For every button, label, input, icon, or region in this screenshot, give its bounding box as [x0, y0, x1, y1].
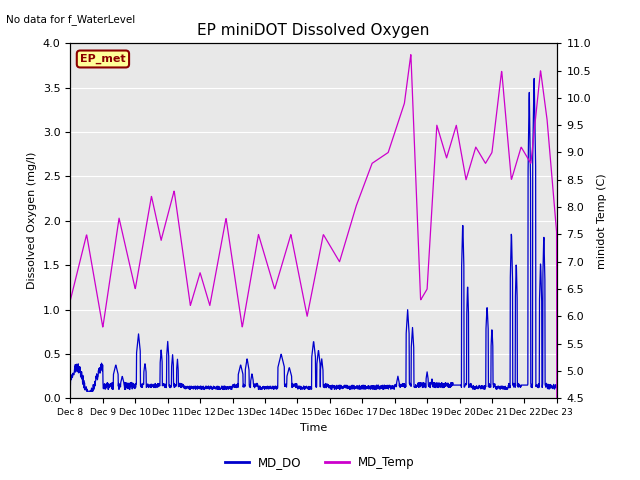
- MD_Temp: [407, 52, 415, 58]
- MD_DO: [83, 388, 90, 394]
- Text: No data for f_WaterLevel: No data for f_WaterLevel: [6, 14, 136, 25]
- Title: EP miniDOT Dissolved Oxygen: EP miniDOT Dissolved Oxygen: [197, 23, 430, 38]
- MD_DO: [540, 260, 547, 265]
- Line: MD_DO: MD_DO: [70, 78, 557, 391]
- MD_Temp: [450, 131, 458, 137]
- Legend: MD_DO, MD_Temp: MD_DO, MD_Temp: [220, 452, 420, 474]
- MD_DO: [67, 383, 74, 388]
- Line: MD_Temp: MD_Temp: [70, 55, 557, 398]
- MD_Temp: [539, 85, 547, 91]
- Y-axis label: minidot Temp (C): minidot Temp (C): [596, 173, 607, 269]
- MD_DO: [531, 75, 538, 81]
- MD_DO: [553, 383, 561, 388]
- Y-axis label: Dissolved Oxygen (mg/l): Dissolved Oxygen (mg/l): [28, 152, 37, 289]
- MD_DO: [539, 270, 547, 276]
- MD_Temp: [92, 281, 99, 287]
- MD_DO: [291, 382, 298, 388]
- MD_Temp: [303, 312, 311, 318]
- X-axis label: Time: Time: [300, 423, 327, 432]
- MD_DO: [450, 382, 458, 388]
- MD_DO: [303, 385, 311, 391]
- MD_Temp: [553, 396, 561, 401]
- MD_Temp: [290, 247, 298, 253]
- MD_Temp: [67, 297, 74, 303]
- MD_Temp: [539, 84, 547, 89]
- Text: EP_met: EP_met: [80, 54, 125, 64]
- MD_DO: [92, 378, 99, 384]
